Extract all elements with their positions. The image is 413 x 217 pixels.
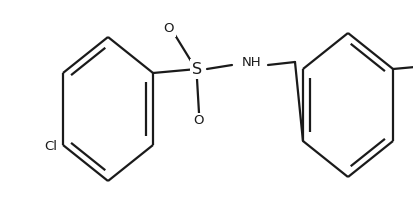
Text: NH: NH (242, 56, 262, 69)
Text: Cl: Cl (44, 140, 57, 153)
Text: O: O (194, 115, 204, 128)
Text: S: S (192, 61, 202, 77)
Text: O: O (164, 23, 174, 36)
